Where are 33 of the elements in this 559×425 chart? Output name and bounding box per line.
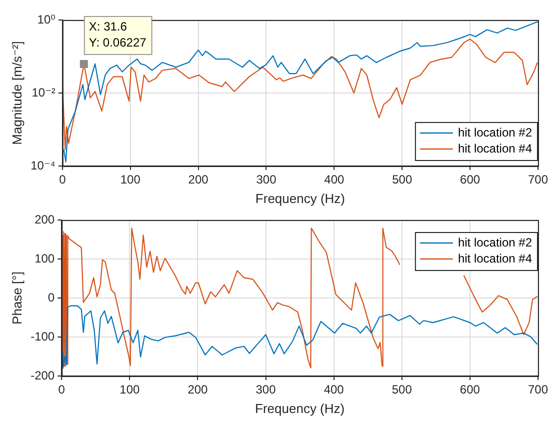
y-axis-title: Phase [°] — [9, 272, 24, 324]
y-tick-label: -100 — [30, 329, 55, 344]
y-tick-label: 0 — [48, 290, 55, 304]
x-tick-label: 200 — [188, 172, 209, 187]
legend-label: hit location #2 — [458, 235, 532, 250]
y-tick-label: 200 — [34, 212, 55, 226]
x-tick-label: 400 — [324, 382, 344, 397]
y-tick-label: 10⁻² — [32, 85, 56, 100]
annotation: X: 31.6 Y: 0.06227 — [88, 19, 147, 50]
y-tick-label: -200 — [30, 368, 55, 382]
x-tick-label: 100 — [120, 382, 140, 397]
x-axis-title: Frequency (Hz) — [255, 190, 346, 206]
legend-label: hit location #4 — [458, 251, 532, 266]
x-axis-title: Frequency (Hz) — [255, 400, 345, 416]
x-tick-label: 700 — [528, 382, 548, 397]
legend-label: hit location #4 — [458, 141, 532, 156]
y-tick-label: 10⁻⁴ — [30, 158, 56, 172]
x-tick-label: 400 — [324, 172, 345, 187]
y-tick-label: 100 — [34, 251, 55, 266]
x-tick-label: 0 — [59, 172, 66, 187]
x-tick-label: 0 — [58, 382, 66, 397]
x-tick-label: 500 — [392, 172, 412, 187]
x-tick-label: 300 — [256, 172, 277, 187]
legend-label: hit location #2 — [458, 125, 532, 140]
x-tick-label: 200 — [188, 382, 208, 397]
x-tick-label: 600 — [460, 382, 480, 397]
x-tick-label: 300 — [256, 382, 276, 397]
x-tick-label: 500 — [392, 382, 412, 397]
x-tick-label: 700 — [528, 172, 548, 187]
y-tick-label: 10⁰ — [37, 12, 56, 26]
x-tick-label: 100 — [120, 172, 141, 187]
x-tick-label: 600 — [460, 172, 480, 187]
y-axis-title: Magnitude [m/s⁻²] — [9, 41, 24, 145]
